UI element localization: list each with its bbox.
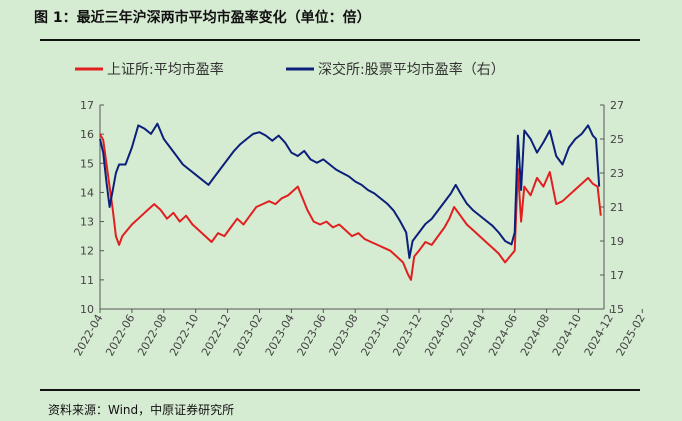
- y-left-tick-label: 10: [80, 303, 94, 316]
- series-lines: [99, 122, 602, 281]
- x-tick-label: 2024-10: [550, 312, 584, 358]
- x-tick-label: 2024-08: [518, 312, 552, 358]
- x-tick-label: 2024-02: [422, 312, 456, 358]
- series-line-1: [99, 133, 602, 281]
- y-left-tick-label: 13: [80, 216, 94, 229]
- legend-label-2: 深交所:股票平均市盈率（右）: [318, 61, 505, 78]
- legend-label-1: 上证所:平均市盈率: [107, 61, 224, 78]
- y-left-tick-label: 14: [80, 186, 94, 199]
- y-right-tick-label: 23: [610, 167, 624, 180]
- x-tick-label: 2024-12: [582, 312, 616, 358]
- bottom-rule: [40, 389, 640, 391]
- series-line-2: [99, 122, 601, 259]
- x-tick-label: 2023-10: [358, 312, 392, 358]
- x-tick-label: 2024-04: [454, 312, 488, 358]
- axes: 1011121314151617151719212325272022-04202…: [71, 99, 648, 358]
- top-rule: [40, 39, 640, 41]
- y-left-tick-label: 12: [80, 245, 94, 258]
- x-tick-label: 2022-08: [135, 312, 169, 358]
- x-tick-label: 2022-06: [103, 312, 137, 358]
- source-note: 资料来源：Wind，中原证券研究所: [48, 403, 235, 417]
- y-right-tick-label: 15: [610, 303, 624, 316]
- x-tick-label: 2022-10: [167, 312, 201, 358]
- chart-title: 图 1：最近三年沪深两市平均市盈率变化（单位：倍）: [34, 10, 371, 26]
- y-right-tick-label: 25: [610, 133, 624, 146]
- x-tick-label: 2023-06: [295, 312, 329, 358]
- y-left-tick-label: 15: [80, 157, 94, 170]
- x-tick-label: 2023-04: [263, 312, 297, 358]
- y-right-tick-label: 21: [610, 201, 624, 214]
- y-left-tick-label: 16: [80, 128, 94, 141]
- x-tick-label: 2023-02: [231, 312, 265, 358]
- y-right-tick-label: 27: [610, 99, 624, 112]
- x-tick-label: 2023-08: [327, 312, 361, 358]
- y-right-tick-label: 17: [610, 269, 624, 282]
- x-tick-label: 2023-12: [390, 312, 424, 358]
- y-right-tick-label: 19: [610, 235, 624, 248]
- x-tick-label: 2022-12: [199, 312, 233, 358]
- x-tick-label: 2025-02: [614, 312, 648, 358]
- x-tick-label: 2024-06: [486, 312, 520, 358]
- x-tick-label: 2022-04: [71, 312, 105, 358]
- y-left-tick-label: 11: [80, 274, 94, 287]
- legend: 上证所:平均市盈率 深交所:股票平均市盈率（右）: [75, 61, 505, 78]
- y-left-tick-label: 17: [80, 99, 94, 112]
